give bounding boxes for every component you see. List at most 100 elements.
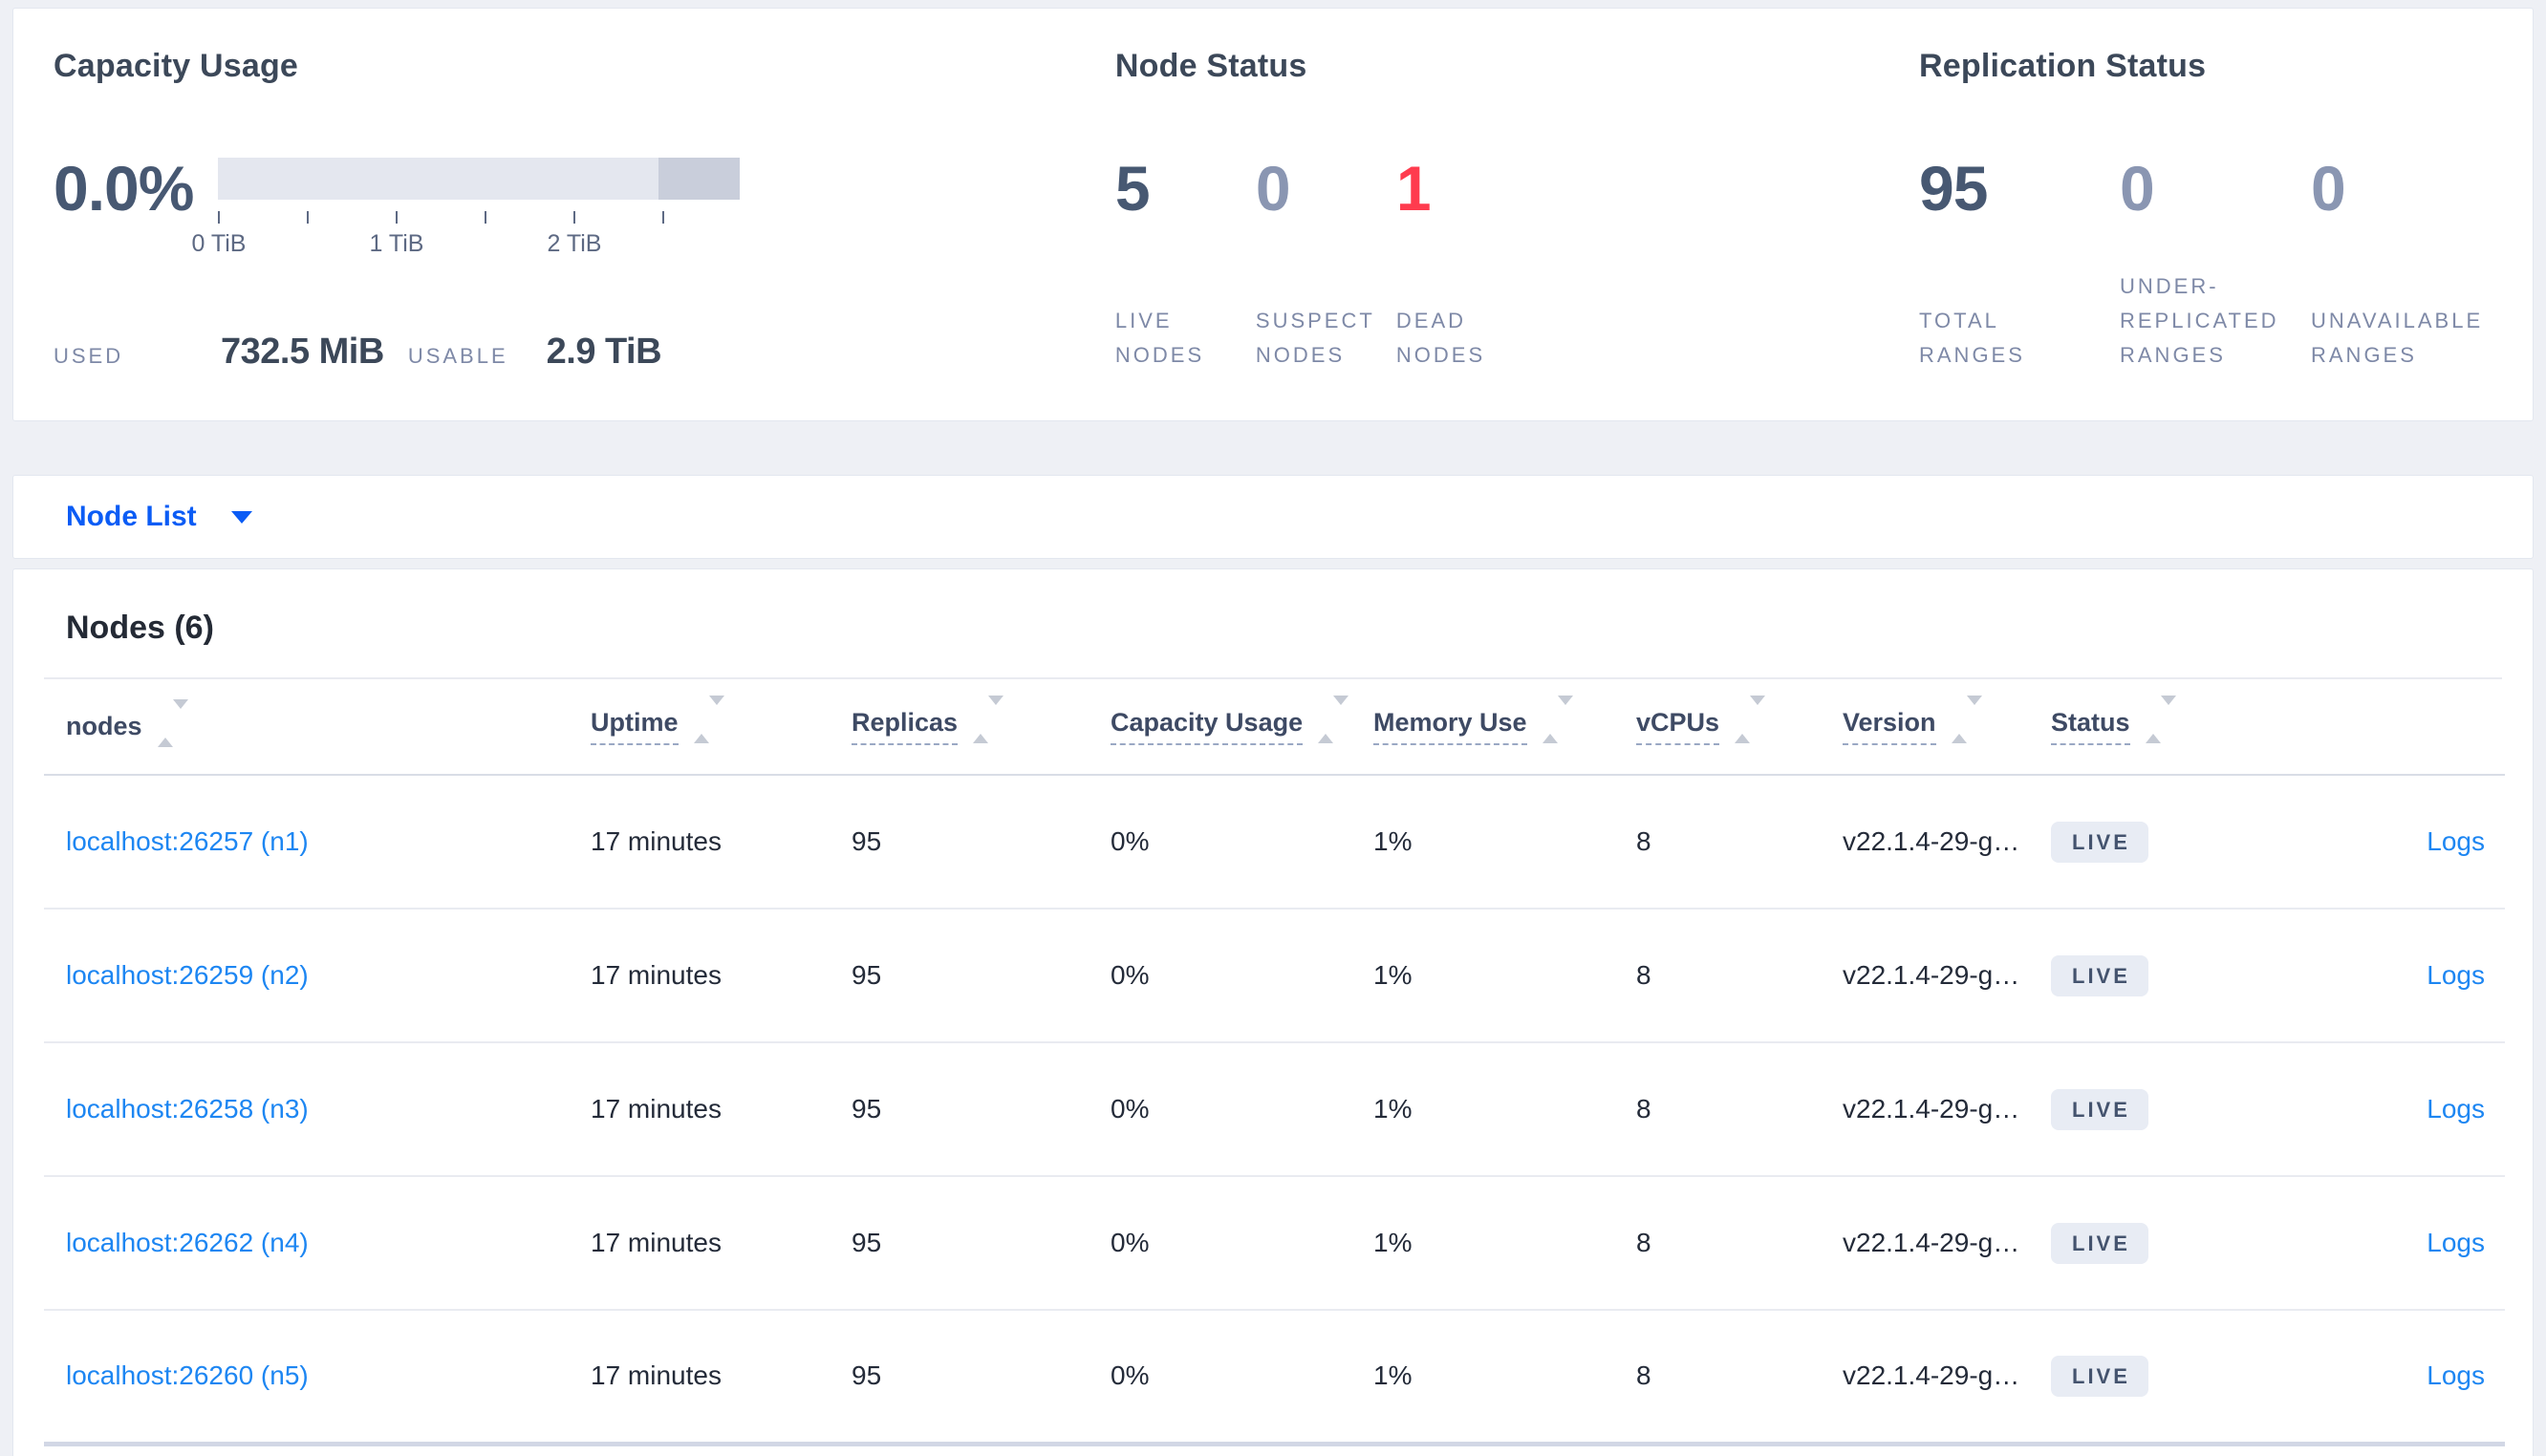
node-status-title: Node Status bbox=[1114, 48, 1307, 84]
status-badge: LIVE bbox=[2051, 1355, 2148, 1397]
node-link[interactable]: localhost:26260 (n5) bbox=[66, 1360, 309, 1391]
sort-icon[interactable] bbox=[1542, 696, 1573, 744]
replicas-cell: 95 bbox=[852, 775, 1111, 910]
logs-link[interactable]: Logs bbox=[2427, 1360, 2485, 1391]
replication-status-section: Replication Status 95 0 0 TOTAL RANGES U… bbox=[1919, 43, 2492, 373]
under-replicated-ranges-count: 0 bbox=[2120, 153, 2155, 224]
capacity-usage-cell: 0% bbox=[1111, 909, 1373, 1043]
table-row: localhost:26258 (n3) 17 minutes 95 0% 1%… bbox=[44, 1042, 2505, 1177]
usable-value: 2.9 TiB bbox=[546, 332, 662, 372]
sort-icon[interactable] bbox=[693, 696, 724, 744]
capacity-usage-bar-chart: 0 TiB 1 TiB 2 TiB bbox=[192, 158, 740, 263]
table-header-row: nodes Uptime Replicas Capacity Usage Mem… bbox=[44, 679, 2505, 776]
replicas-cell: 95 bbox=[852, 909, 1111, 1043]
sort-icon[interactable] bbox=[973, 696, 1004, 744]
table-row: localhost:26259 (n2) 17 minutes 95 0% 1%… bbox=[44, 909, 2505, 1043]
column-header-memory-use[interactable]: Memory Use bbox=[1373, 708, 1527, 745]
total-ranges-count: 95 bbox=[1919, 153, 1988, 224]
version-cell: v22.1.4-29-g… bbox=[1843, 909, 2051, 1043]
vcpus-cell: 8 bbox=[1636, 1176, 1843, 1311]
vcpus-cell: 8 bbox=[1636, 1042, 1843, 1177]
sort-icon[interactable] bbox=[1951, 696, 1982, 744]
capacity-usage-section: Capacity Usage 0.0% 0 TiB 1 TiB 2 TiB US… bbox=[54, 43, 1115, 373]
status-badge: LIVE bbox=[2051, 954, 2148, 996]
memory-use-cell: 1% bbox=[1373, 1176, 1636, 1311]
axis-tick bbox=[307, 211, 309, 224]
capacity-usage-cell: 0% bbox=[1111, 1310, 1373, 1446]
column-header-status[interactable]: Status bbox=[2051, 708, 2130, 745]
capacity-usage-cell: 0% bbox=[1111, 775, 1373, 910]
node-list-dropdown-label[interactable]: Node List bbox=[66, 501, 197, 532]
sort-icon[interactable] bbox=[2145, 696, 2176, 744]
logs-link[interactable]: Logs bbox=[2427, 826, 2485, 856]
axis-tick-label: 0 TiB bbox=[191, 230, 247, 257]
under-replicated-ranges-label: UNDER-REPLICATED RANGES bbox=[2120, 274, 2279, 367]
uptime-cell: 17 minutes bbox=[591, 1176, 852, 1311]
nodes-table: nodes Uptime Replicas Capacity Usage Mem… bbox=[44, 679, 2505, 1446]
logs-link[interactable]: Logs bbox=[2427, 960, 2485, 990]
axis-tick bbox=[485, 211, 486, 224]
sort-icon[interactable] bbox=[157, 699, 188, 748]
capacity-usage-title: Capacity Usage bbox=[54, 48, 299, 84]
total-ranges-label: TOTAL RANGES bbox=[1919, 309, 2025, 367]
sort-icon[interactable] bbox=[1318, 696, 1349, 744]
dead-nodes-count: 1 bbox=[1395, 153, 1432, 224]
logs-link[interactable]: Logs bbox=[2427, 1228, 2485, 1257]
replicas-cell: 95 bbox=[852, 1310, 1111, 1446]
column-header-nodes[interactable]: nodes bbox=[66, 712, 142, 740]
suspect-nodes-label: SUSPECT NODES bbox=[1255, 309, 1375, 367]
vcpus-cell: 8 bbox=[1636, 909, 1843, 1043]
usable-label: USABLE bbox=[407, 344, 508, 368]
table-row: localhost:26260 (n5) 17 minutes 95 0% 1%… bbox=[44, 1310, 2505, 1446]
logs-link[interactable]: Logs bbox=[2427, 1094, 2485, 1124]
node-link[interactable]: localhost:26258 (n3) bbox=[66, 1094, 309, 1124]
node-link[interactable]: localhost:26262 (n4) bbox=[66, 1228, 309, 1257]
memory-use-cell: 1% bbox=[1373, 909, 1636, 1043]
column-header-uptime[interactable]: Uptime bbox=[591, 708, 679, 745]
axis-tick bbox=[396, 211, 398, 224]
used-label: USED bbox=[54, 344, 124, 368]
axis-tick bbox=[218, 211, 220, 224]
version-cell: v22.1.4-29-g… bbox=[1843, 1042, 2051, 1177]
replicas-cell: 95 bbox=[852, 1042, 1111, 1177]
column-header-capacity-usage[interactable]: Capacity Usage bbox=[1111, 708, 1304, 745]
live-nodes-count: 5 bbox=[1114, 153, 1151, 224]
node-link[interactable]: localhost:26257 (n1) bbox=[66, 826, 309, 856]
uptime-cell: 17 minutes bbox=[591, 1042, 852, 1177]
memory-use-cell: 1% bbox=[1373, 1042, 1636, 1177]
chevron-down-icon bbox=[230, 510, 252, 524]
cluster-summary-panel: Capacity Usage 0.0% 0 TiB 1 TiB 2 TiB US… bbox=[12, 8, 2534, 421]
node-status-section: Node Status 5 0 1 LIVE NODES SUSPECT NOD… bbox=[1115, 43, 1919, 373]
uptime-cell: 17 minutes bbox=[591, 1310, 852, 1446]
table-row: localhost:26257 (n1) 17 minutes 95 0% 1%… bbox=[44, 775, 2505, 910]
nodes-table-title: Nodes (6) bbox=[44, 569, 2502, 679]
axis-tick-label: 2 TiB bbox=[547, 230, 602, 257]
capacity-bar-usable bbox=[218, 158, 740, 200]
memory-use-cell: 1% bbox=[1373, 775, 1636, 910]
axis-tick-label: 1 TiB bbox=[369, 230, 424, 257]
column-header-replicas[interactable]: Replicas bbox=[852, 708, 959, 745]
column-header-vcpus[interactable]: vCPUs bbox=[1636, 708, 1720, 745]
version-cell: v22.1.4-29-g… bbox=[1843, 775, 2051, 910]
sort-icon[interactable] bbox=[1735, 696, 1766, 744]
replicas-cell: 95 bbox=[852, 1176, 1111, 1311]
uptime-cell: 17 minutes bbox=[591, 775, 852, 910]
column-header-version[interactable]: Version bbox=[1843, 708, 1936, 745]
status-badge: LIVE bbox=[2051, 1088, 2148, 1130]
axis-tick bbox=[573, 211, 575, 224]
nodes-table-panel: Nodes (6) nodes Uptime Replicas Capacity… bbox=[12, 568, 2534, 1456]
suspect-nodes-count: 0 bbox=[1255, 153, 1291, 224]
uptime-cell: 17 minutes bbox=[591, 909, 852, 1043]
capacity-usage-cell: 0% bbox=[1111, 1176, 1373, 1311]
unavailable-ranges-count: 0 bbox=[2311, 153, 2346, 224]
memory-use-cell: 1% bbox=[1373, 1310, 1636, 1446]
dead-nodes-label: DEAD NODES bbox=[1395, 309, 1486, 367]
version-cell: v22.1.4-29-g… bbox=[1843, 1176, 2051, 1311]
table-row: localhost:26262 (n4) 17 minutes 95 0% 1%… bbox=[44, 1176, 2505, 1311]
vcpus-cell: 8 bbox=[1636, 775, 1843, 910]
version-cell: v22.1.4-29-g… bbox=[1843, 1310, 2051, 1446]
used-value: 732.5 MiB bbox=[221, 332, 384, 372]
node-link[interactable]: localhost:26259 (n2) bbox=[66, 960, 309, 990]
vcpus-cell: 8 bbox=[1636, 1310, 1843, 1446]
node-list-dropdown[interactable]: Node List bbox=[12, 475, 2534, 559]
